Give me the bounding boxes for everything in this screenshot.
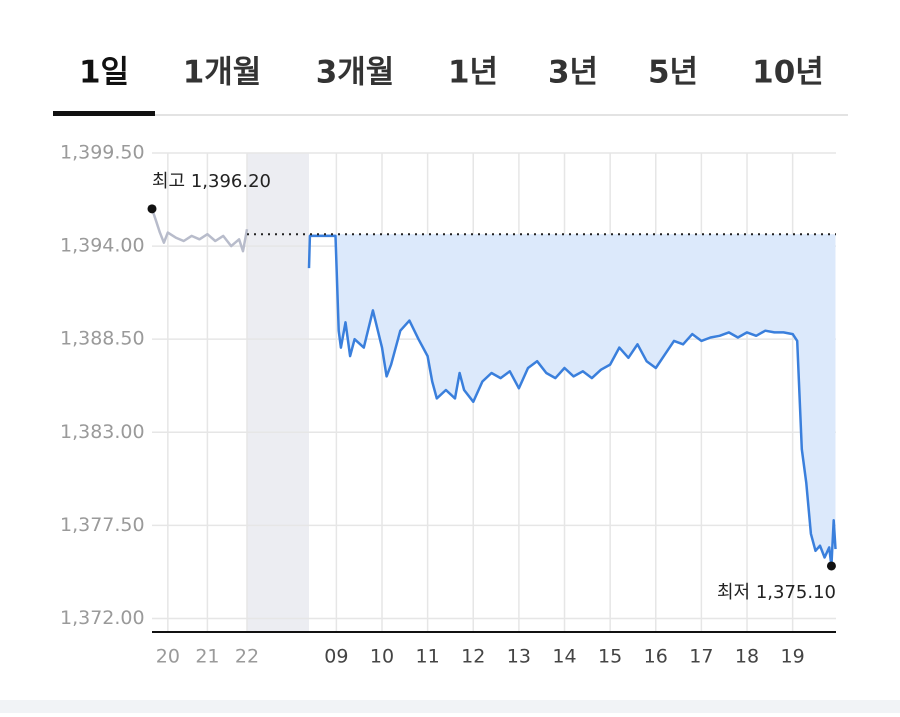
price-line: [307, 234, 837, 568]
y-tick-label: 1,383.00: [60, 421, 145, 443]
x-tick-label: 20: [156, 646, 180, 668]
bottom-band: [0, 700, 900, 713]
y-tick-label: 1,377.50: [60, 514, 145, 536]
extreme-marker: [826, 561, 836, 571]
y-tick-label: 1,372.00: [60, 607, 145, 629]
x-tick-label: 11: [416, 646, 440, 668]
tab[interactable]: 3년: [548, 55, 598, 91]
x-tick-label: 12: [461, 646, 485, 668]
price-line: [150, 208, 249, 253]
chart: 1,399.50 1,394.00 1,388.50 1,383.00 1,377.50…: [60, 142, 837, 668]
y-tick-label: 1,399.50: [60, 142, 145, 164]
tab[interactable]: 1일: [79, 55, 129, 91]
x-tick-label: 16: [644, 646, 668, 668]
extreme-label: 최고 1,396.20: [152, 171, 271, 192]
extreme-marker: [147, 204, 157, 214]
closed-shade: [247, 153, 309, 632]
x-tick-label: 13: [507, 646, 531, 668]
x-tick-label: 19: [781, 646, 805, 668]
x-tick-label: 15: [598, 646, 622, 668]
tab[interactable]: 3개월: [316, 55, 395, 91]
x-tick-label: 09: [324, 646, 348, 668]
tab-underline: [53, 111, 155, 116]
x-tick-label: 17: [689, 646, 713, 668]
x-tick-label: 10: [370, 646, 394, 668]
x-tick-label: 22: [235, 646, 259, 668]
tab[interactable]: 1년: [448, 55, 498, 91]
extreme-label: 최저 1,375.10: [717, 582, 836, 603]
x-tick-label: 14: [552, 646, 576, 668]
y-tick-label: 1,394.00: [60, 235, 145, 257]
y-tick-label: 1,388.50: [60, 328, 145, 350]
area: [309, 234, 836, 566]
x-tick-label: 18: [735, 646, 759, 668]
x-tick-label: 21: [195, 646, 219, 668]
tab-bar: 1일 1개월 3개월 1년 3년 5년 10년: [53, 55, 824, 116]
tab[interactable]: 10년: [752, 55, 824, 91]
tab[interactable]: 1개월: [183, 55, 262, 91]
tab[interactable]: 5년: [648, 55, 698, 91]
